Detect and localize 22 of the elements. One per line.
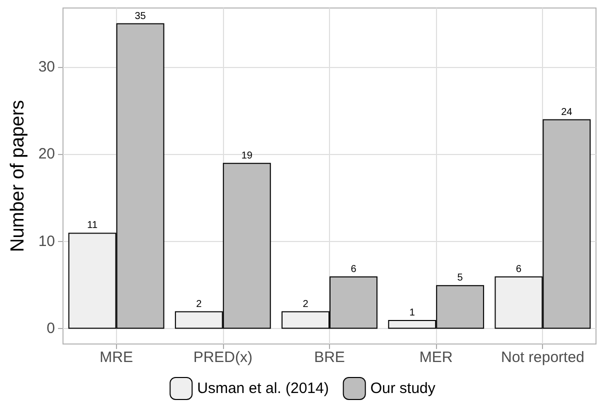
legend-label: Usman et al. (2014) (197, 380, 329, 397)
y-tick-label: 20 (38, 146, 55, 163)
data-label: 5 (457, 272, 464, 284)
x-tick-label: MER (419, 349, 453, 366)
data-label: 6 (516, 264, 522, 275)
y-axis-title: Number of papers (7, 100, 28, 252)
legend-label: Our study (370, 380, 436, 397)
x-tick-label: PRED(x) (193, 349, 252, 366)
data-label: 2 (196, 298, 202, 310)
x-tick-label: BRE (314, 349, 345, 366)
data-label: 19 (241, 150, 253, 162)
y-tick-label: 30 (38, 58, 55, 76)
y-tick-label: 10 (38, 232, 55, 250)
data-label: 35 (134, 10, 146, 22)
y-tick-label: 0 (46, 320, 55, 338)
data-label: 24 (561, 106, 573, 118)
data-label: 11 (87, 220, 98, 232)
data-label: 6 (350, 264, 357, 275)
data-label: 2 (302, 298, 309, 310)
x-tick-label: Not reported (501, 349, 584, 366)
data-label: 1 (409, 308, 416, 318)
x-tick-label: MRE (100, 349, 133, 366)
